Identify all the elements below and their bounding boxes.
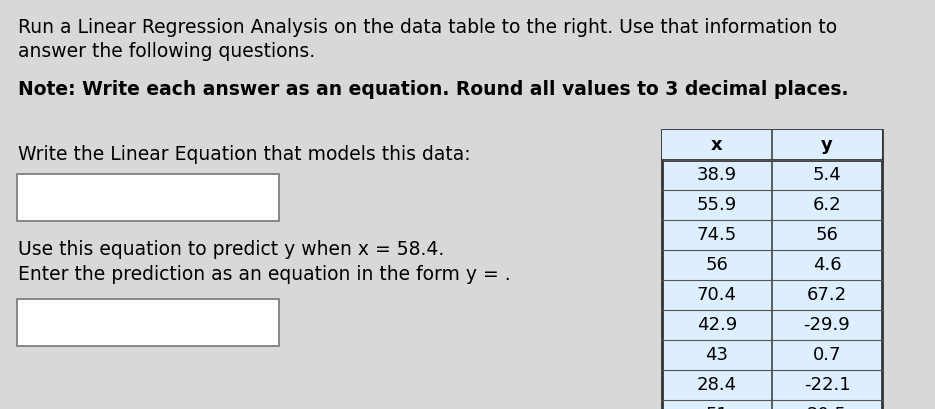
Text: 43: 43 — [706, 346, 728, 364]
Text: Note: Write each answer as an equation. Round all values to 3 decimal places.: Note: Write each answer as an equation. … — [18, 80, 848, 99]
Text: Run a Linear Regression Analysis on the data table to the right. Use that inform: Run a Linear Regression Analysis on the … — [18, 18, 837, 37]
Text: answer the following questions.: answer the following questions. — [18, 42, 315, 61]
Text: 55.9: 55.9 — [697, 196, 737, 214]
Text: 4.6: 4.6 — [813, 256, 842, 274]
Text: 20.5: 20.5 — [807, 406, 847, 409]
Text: 6.2: 6.2 — [813, 196, 842, 214]
Text: Write the Linear Equation that models this data:: Write the Linear Equation that models th… — [18, 145, 470, 164]
Text: -29.9: -29.9 — [803, 316, 850, 334]
Text: 0.7: 0.7 — [813, 346, 842, 364]
Text: y: y — [821, 136, 833, 154]
Text: 38.9: 38.9 — [697, 166, 737, 184]
Text: Enter the prediction as an equation in the form y = .: Enter the prediction as an equation in t… — [18, 265, 511, 284]
Bar — [662, 130, 882, 160]
Text: 42.9: 42.9 — [697, 316, 737, 334]
Text: x: x — [712, 136, 723, 154]
Text: 28.4: 28.4 — [697, 376, 737, 394]
Text: 70.4: 70.4 — [697, 286, 737, 304]
Text: 51: 51 — [706, 406, 728, 409]
Text: Use this equation to predict y when x = 58.4.: Use this equation to predict y when x = … — [18, 240, 444, 259]
Text: 67.2: 67.2 — [807, 286, 847, 304]
Text: 5.4: 5.4 — [813, 166, 842, 184]
Text: 56: 56 — [815, 226, 839, 244]
Text: -22.1: -22.1 — [804, 376, 850, 394]
Text: 56: 56 — [706, 256, 728, 274]
Bar — [662, 130, 882, 409]
FancyBboxPatch shape — [17, 174, 279, 221]
Text: 74.5: 74.5 — [697, 226, 737, 244]
FancyBboxPatch shape — [17, 299, 279, 346]
